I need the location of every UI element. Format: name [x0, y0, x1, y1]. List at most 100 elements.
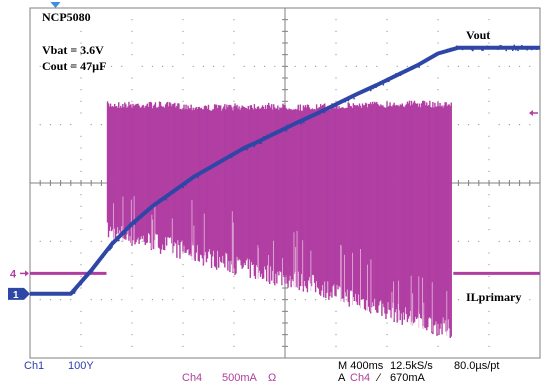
graticule-dot — [182, 77, 184, 79]
ch1-noise — [91, 270, 94, 273]
ch1-noise — [230, 156, 233, 159]
graticule-dot — [529, 299, 531, 301]
graticule-dot — [366, 65, 368, 67]
ch1-noise — [490, 46, 492, 49]
ch1-noise — [461, 48, 464, 51]
ch1-noise — [108, 249, 110, 251]
graticule-dot — [80, 54, 82, 56]
ch1-noise — [218, 161, 221, 164]
graticule-dot — [80, 252, 82, 254]
graticule-dot — [488, 310, 490, 312]
graticule-dot — [519, 240, 521, 242]
graticule-dot — [80, 147, 82, 149]
graticule-dot — [468, 299, 470, 301]
ch1-noise — [517, 49, 519, 52]
graticule-dot — [488, 100, 490, 102]
ch1-noise — [505, 49, 507, 52]
graticule-dot — [335, 345, 337, 347]
graticule-dot — [233, 42, 235, 44]
graticule-dot — [172, 65, 174, 67]
graticule-dot — [233, 89, 235, 91]
ch4-unit: Ω — [268, 372, 277, 384]
ch1-noise — [513, 44, 515, 47]
graticule-dot — [213, 65, 215, 67]
graticule-dot — [70, 299, 72, 301]
graticule-dot — [80, 89, 82, 91]
graticule-dot — [60, 240, 62, 242]
graticule-dot — [488, 322, 490, 324]
graticule-dot — [182, 89, 184, 91]
graticule-dot — [488, 287, 490, 289]
ch1-noise — [123, 231, 126, 233]
graticule-dot — [427, 65, 429, 67]
ch1-noise — [260, 142, 262, 144]
graticule-dot — [182, 54, 184, 56]
graticule-dot — [335, 310, 337, 312]
graticule-dot — [233, 54, 235, 56]
graticule-dot — [80, 322, 82, 324]
graticule-dot — [529, 65, 531, 67]
graticule-dot — [80, 19, 82, 21]
graticule-dot — [80, 217, 82, 219]
ch1-noise — [262, 136, 264, 139]
graticule-dot — [253, 299, 255, 301]
ch1-noise — [235, 152, 237, 155]
cout-label: Cout = 47µF — [42, 59, 107, 73]
graticule-dot — [131, 275, 133, 277]
ch1-noise — [190, 178, 192, 180]
ch1-noise — [327, 105, 330, 108]
ch1-noise — [182, 186, 185, 189]
ch1-noise — [200, 171, 203, 174]
graticule-dot — [223, 65, 225, 67]
ch1-noise — [172, 192, 175, 194]
ch1-noise — [411, 67, 414, 69]
ch1-noise — [259, 142, 261, 144]
channel-markers: 14 — [8, 2, 538, 301]
graticule-dot — [529, 240, 531, 242]
ch4-name: Ch4 — [182, 372, 203, 384]
graticule-dot — [447, 65, 449, 67]
ch1-noise — [111, 246, 113, 248]
graticule-dot — [49, 65, 51, 67]
ch1-noise — [464, 46, 467, 49]
graticule-dot — [233, 19, 235, 21]
ch1-noise — [71, 292, 74, 294]
graticule-dot — [335, 19, 337, 21]
ch1-noise — [116, 238, 119, 240]
ch1-noise — [99, 257, 101, 260]
graticule-dot — [478, 299, 480, 301]
graticule-dot — [457, 65, 459, 67]
ch1-noise — [526, 48, 528, 51]
graticule-dot — [131, 264, 133, 266]
ch1-noise — [96, 263, 99, 265]
ch1-noise — [370, 89, 372, 92]
ch1-noise — [116, 239, 119, 242]
ch1-noise — [389, 77, 392, 80]
ch1-marker[interactable] — [8, 287, 30, 300]
graticule-dot — [488, 159, 490, 161]
ch1-noise — [84, 276, 87, 279]
graticule-dot — [111, 65, 113, 67]
ch1-noise — [275, 133, 278, 136]
graticule-dot — [131, 310, 133, 312]
ch1-noise — [133, 220, 135, 222]
vbat-label: Vbat = 3.6V — [42, 43, 104, 57]
graticule-dot — [80, 100, 82, 102]
graticule-dot — [39, 299, 41, 301]
ch1-noise — [70, 293, 73, 295]
ch1-noise — [109, 248, 111, 251]
ch1-noise — [253, 144, 256, 147]
graticule-dot — [121, 240, 123, 242]
ch1-noise — [479, 46, 481, 48]
ch1-noise — [375, 86, 377, 88]
ch1-noise — [530, 48, 533, 51]
ch1-noise — [486, 45, 489, 47]
graticule-dot — [457, 240, 459, 242]
ch1-noise — [399, 74, 402, 77]
ch1-trace-layer — [30, 44, 540, 296]
ch1-noise — [371, 85, 373, 88]
graticule-dot — [437, 334, 439, 336]
ch1-noise — [455, 48, 458, 50]
ch1-noise — [514, 45, 516, 48]
graticule-dot — [386, 89, 388, 91]
